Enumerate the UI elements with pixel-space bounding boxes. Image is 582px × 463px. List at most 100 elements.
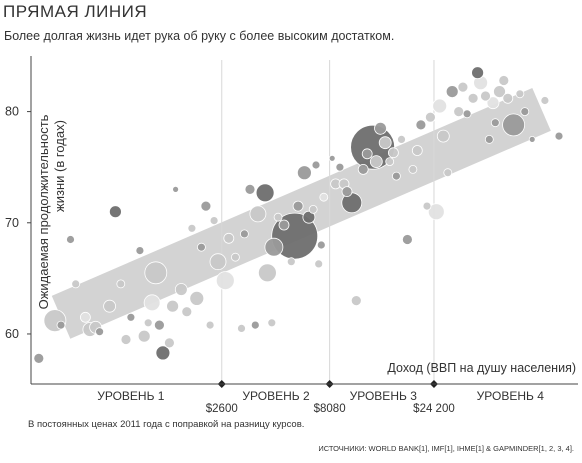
data-point-23 — [166, 299, 180, 313]
data-point-51 — [296, 165, 312, 181]
data-point-99 — [502, 113, 525, 137]
data-point-98 — [502, 92, 514, 104]
data-point-85 — [445, 85, 459, 98]
data-point-62 — [341, 186, 353, 198]
data-point-89 — [467, 92, 479, 104]
data-point-4 — [66, 235, 75, 244]
data-point-55 — [314, 259, 324, 269]
data-point-41 — [249, 205, 267, 223]
data-point-10 — [103, 299, 116, 313]
threshold-lines-layer: $2600 $8080 $24 200 — [206, 60, 455, 415]
x-axis-label: Доход (ВВП на душу населения) — [387, 361, 576, 375]
data-point-19 — [144, 261, 168, 285]
data-point-102 — [528, 135, 536, 143]
data-point-81 — [427, 203, 445, 221]
data-point-80 — [424, 111, 436, 123]
level-label-4: УРОВЕНЬ 4 — [477, 389, 545, 403]
data-point-42 — [255, 183, 275, 203]
y-axis-label-line-1: Ожидаемая продолжительность — [36, 114, 51, 309]
data-point-38 — [239, 229, 249, 239]
data-point-30 — [200, 200, 212, 212]
data-point-45 — [264, 237, 284, 257]
data-point-43 — [257, 263, 277, 283]
data-point-11 — [109, 205, 122, 219]
data-point-6 — [80, 311, 91, 323]
data-point-52 — [302, 210, 316, 224]
trend-band-layer — [51, 87, 551, 339]
data-point-50 — [292, 200, 304, 212]
data-point-69 — [374, 121, 387, 135]
data-point-1 — [33, 352, 45, 364]
data-point-57 — [319, 192, 329, 202]
data-point-71 — [385, 157, 395, 167]
level-label-2: УРОВЕНЬ 2 — [242, 389, 310, 403]
data-point-75 — [401, 234, 413, 245]
data-point-26 — [181, 306, 193, 318]
data-point-65 — [357, 163, 369, 175]
data-point-84 — [443, 168, 453, 178]
data-point-25 — [174, 283, 188, 296]
data-point-31 — [205, 320, 215, 330]
data-point-47 — [278, 219, 290, 231]
data-point-60 — [335, 162, 345, 172]
data-point-29 — [196, 242, 206, 252]
data-point-32 — [209, 216, 219, 226]
data-point-16 — [137, 329, 151, 343]
data-point-70 — [378, 136, 392, 150]
y-tick-label-60: 60 — [5, 327, 19, 341]
data-point-94 — [486, 96, 500, 110]
data-points-layer — [33, 66, 564, 364]
data-point-35 — [223, 232, 235, 244]
data-point-33 — [209, 253, 227, 271]
data-point-67 — [350, 124, 396, 170]
data-point-20 — [153, 319, 165, 331]
data-point-27 — [187, 223, 197, 233]
trend-band — [51, 87, 551, 339]
data-point-56 — [316, 240, 326, 250]
data-point-54 — [311, 160, 321, 170]
data-point-9 — [95, 327, 104, 337]
data-point-66 — [361, 148, 373, 160]
data-point-44 — [267, 318, 277, 328]
data-point-14 — [126, 312, 136, 322]
data-point-93 — [484, 134, 494, 144]
data-point-86 — [453, 106, 465, 117]
level-label-1: УРОВЕНЬ 1 — [97, 389, 165, 403]
data-point-79 — [422, 201, 432, 211]
threshold-label-3: $24 200 — [413, 403, 455, 415]
data-point-58 — [328, 154, 336, 162]
data-point-74 — [397, 134, 406, 144]
footnote: В постоянных ценах 2011 года с поправкой… — [28, 419, 305, 430]
data-point-77 — [411, 145, 423, 156]
data-point-36 — [230, 252, 240, 262]
data-point-5 — [71, 279, 81, 289]
data-point-24 — [172, 185, 180, 193]
y-tick-label-80: 80 — [5, 105, 19, 119]
data-point-104 — [554, 131, 564, 141]
data-point-22 — [163, 337, 175, 349]
data-point-96 — [493, 85, 506, 98]
data-point-103 — [540, 96, 550, 105]
data-point-64 — [350, 295, 362, 307]
data-point-53 — [308, 204, 318, 214]
data-point-68 — [369, 155, 383, 169]
data-point-3 — [56, 320, 66, 330]
data-point-72 — [387, 147, 399, 159]
axes-layer: 60 70 80 Ожидаемая продолжительность жизни (… — [5, 56, 578, 403]
data-point-87 — [457, 81, 469, 93]
data-point-97 — [498, 75, 510, 86]
sources-credit: ИСТОЧНИКИ: WORLD BANK[1], IMF[1], IHME[1… — [318, 444, 574, 453]
y-tick-label-70: 70 — [5, 216, 19, 230]
y-axis-label-line-2: жизни (в годах) — [52, 120, 67, 212]
chart-subtitle: Более долгая жизнь идет рука об руку с б… — [4, 29, 395, 43]
data-point-12 — [116, 279, 126, 289]
data-point-34 — [215, 271, 235, 291]
chart-title: ПРЯМАЯ ЛИНИЯ — [3, 2, 148, 21]
data-point-83 — [436, 129, 450, 143]
data-point-48 — [286, 257, 296, 267]
data-point-73 — [391, 171, 401, 181]
data-point-15 — [135, 246, 145, 256]
threshold-label-1: $2600 — [206, 403, 238, 415]
threshold-label-2: $8080 — [314, 403, 346, 415]
